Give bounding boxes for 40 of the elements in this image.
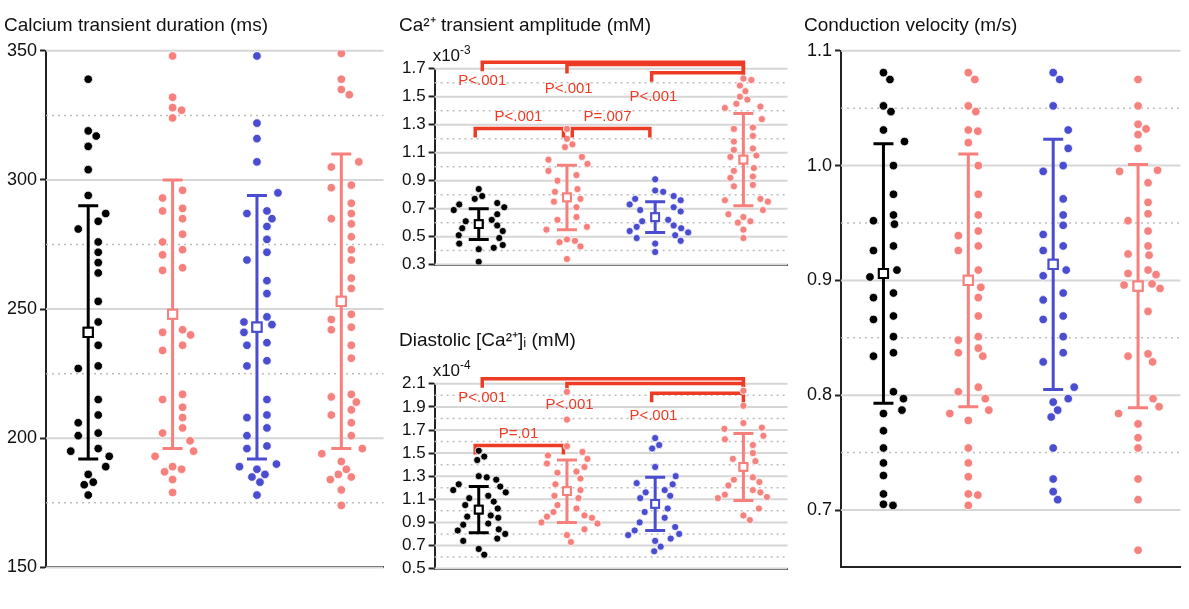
y-tick-label: 0.7 <box>401 198 426 218</box>
y-tick-label: 200 <box>6 427 38 448</box>
y-tick-label: 0.7 <box>401 535 426 555</box>
y-tick-label: 1.9 <box>401 396 426 416</box>
annotation: P=.01 <box>498 423 539 441</box>
y-tick-label: 1.3 <box>401 465 426 485</box>
y-tick-label: 2.1 <box>401 373 426 393</box>
y-tick-label: 0.7 <box>806 498 833 519</box>
y-tick-label: 0.5 <box>401 558 426 578</box>
annotation: P<.001 <box>544 78 593 96</box>
y-tick-label: 300 <box>6 168 38 189</box>
annotation: P=.007 <box>583 106 632 124</box>
y-tick-label: 350 <box>6 39 38 60</box>
annotation: P<.001 <box>629 406 678 424</box>
y-tick-label: 0.8 <box>806 384 833 405</box>
y-tick-label: 1.3 <box>401 114 426 134</box>
y-tick-label: 1.7 <box>401 419 426 439</box>
y-tick-label: 1.0 <box>806 154 833 175</box>
chart-title: Ca²⁺ transient amplitude (mM) <box>399 13 652 35</box>
chart-title: Diastolic [Ca²⁺]ᵢ (mM) <box>399 328 576 350</box>
y-tick-label: 1.5 <box>401 442 426 462</box>
y-tick-label: 1.1 <box>806 39 833 60</box>
annotation: P<.001 <box>545 394 594 412</box>
y-tick-label: 0.9 <box>401 170 426 190</box>
y-tick-label: 0.9 <box>401 512 426 532</box>
y-tick-label: 0.9 <box>806 269 833 290</box>
y-tick-label: 0.3 <box>401 254 426 274</box>
annotation: P<.001 <box>458 71 507 89</box>
y-tick-label: 250 <box>6 298 38 319</box>
y-tick-label: 1.1 <box>401 142 426 162</box>
annotation: P<.001 <box>494 106 543 124</box>
y-tick-label: 1.5 <box>401 86 426 106</box>
y-tick-label: 1.1 <box>401 488 426 508</box>
y-tick-label: 0.5 <box>401 226 426 246</box>
y-tick-label: 150 <box>6 556 38 577</box>
annotation: P<.001 <box>458 387 507 405</box>
chart-title: Conduction velocity (m/s) <box>804 13 1018 35</box>
annotation: P<.001 <box>629 86 678 104</box>
y-tick-label: 1.7 <box>401 58 426 78</box>
chart-title: Calcium transient duration (ms) <box>4 13 268 35</box>
